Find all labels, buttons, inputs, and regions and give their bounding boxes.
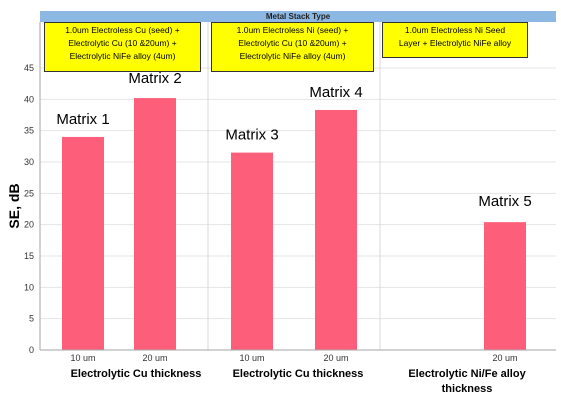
group-note: 1.0um Electroless Ni (seed) + Electrolyti…	[211, 22, 374, 72]
y-tick-label: 15	[24, 251, 34, 261]
grid	[40, 67, 556, 320]
y-tick-label: 5	[29, 314, 34, 324]
group-note-line: Electrolytic Cu (10 &20um) +	[68, 38, 177, 48]
group-note-line: 1.0um Electroless Cu (seed) +	[65, 25, 180, 35]
bars	[62, 98, 526, 350]
x-axis-ticks: 10 um 20 um 10 um 20 um 20 um	[70, 353, 517, 363]
y-tick-label: 25	[24, 188, 34, 198]
group-separators	[207, 22, 381, 350]
x-tick-label: 10 um	[239, 353, 264, 363]
group-axis-label: Electrolytic Cu thickness	[233, 368, 364, 380]
y-tick-label: 20	[24, 220, 34, 230]
y-tick-label: 10	[24, 282, 34, 292]
x-tick-label: 20 um	[142, 353, 167, 363]
matrix-label: Matrix 4	[309, 84, 362, 101]
y-tick-label: 35	[24, 126, 34, 136]
group-note: 1.0um Electroless Ni Seed Layer + Electro…	[382, 22, 528, 58]
y-axis-ticks: 0 5 10 15 20 25 30 35 40 45	[24, 63, 34, 355]
group-axis-label: Electrolytic Cu thickness	[71, 368, 202, 380]
matrix-labels: Matrix 1 Matrix 2 Matrix 3 Matrix 4 Matrix 5	[56, 70, 531, 210]
group-note-line: 1.0um Electroless Ni (seed) +	[236, 25, 349, 35]
matrix-label: Matrix 1	[56, 111, 109, 128]
y-axis-label: SE, dB	[6, 183, 22, 228]
x-tick-label: 20 um	[492, 353, 517, 363]
matrix-label: Matrix 3	[225, 127, 278, 144]
y-tick-label: 45	[24, 63, 34, 73]
bar	[315, 109, 357, 350]
matrix-label: Matrix 5	[478, 193, 531, 210]
group-note-line: Electrolytic NiFe alloy (4um)	[69, 51, 176, 61]
bar	[231, 152, 273, 350]
x-tick-label: 20 um	[323, 353, 348, 363]
matrix-label: Matrix 2	[128, 70, 181, 87]
bar	[62, 136, 104, 350]
group-note: 1.0um Electroless Cu (seed) + Electrolyti…	[44, 22, 201, 72]
y-tick-label: 30	[24, 157, 34, 167]
group-note-line: 1.0um Electroless Ni Seed	[404, 25, 506, 35]
group-note-line: Electrolytic Cu (10 &20um) +	[238, 38, 347, 48]
group-labels: Electrolytic Cu thickness Electrolytic Cu…	[71, 368, 527, 395]
chart-header: Metal Stack Type	[266, 12, 331, 21]
x-tick-label: 10 um	[70, 353, 95, 363]
group-axis-label: thickness	[442, 383, 493, 395]
y-tick-label: 0	[29, 345, 34, 355]
group-note-line: Electrolytic NiFe alloy (4um)	[239, 51, 346, 61]
bar	[134, 98, 176, 350]
group-note-line: Layer + Electrolytic NiFe alloy	[398, 38, 512, 48]
y-tick-label: 40	[24, 94, 34, 104]
chart-header-bar	[40, 11, 556, 22]
group-axis-label: Electrolytic Ni/Fe alloy	[408, 368, 526, 380]
bar	[484, 222, 526, 350]
